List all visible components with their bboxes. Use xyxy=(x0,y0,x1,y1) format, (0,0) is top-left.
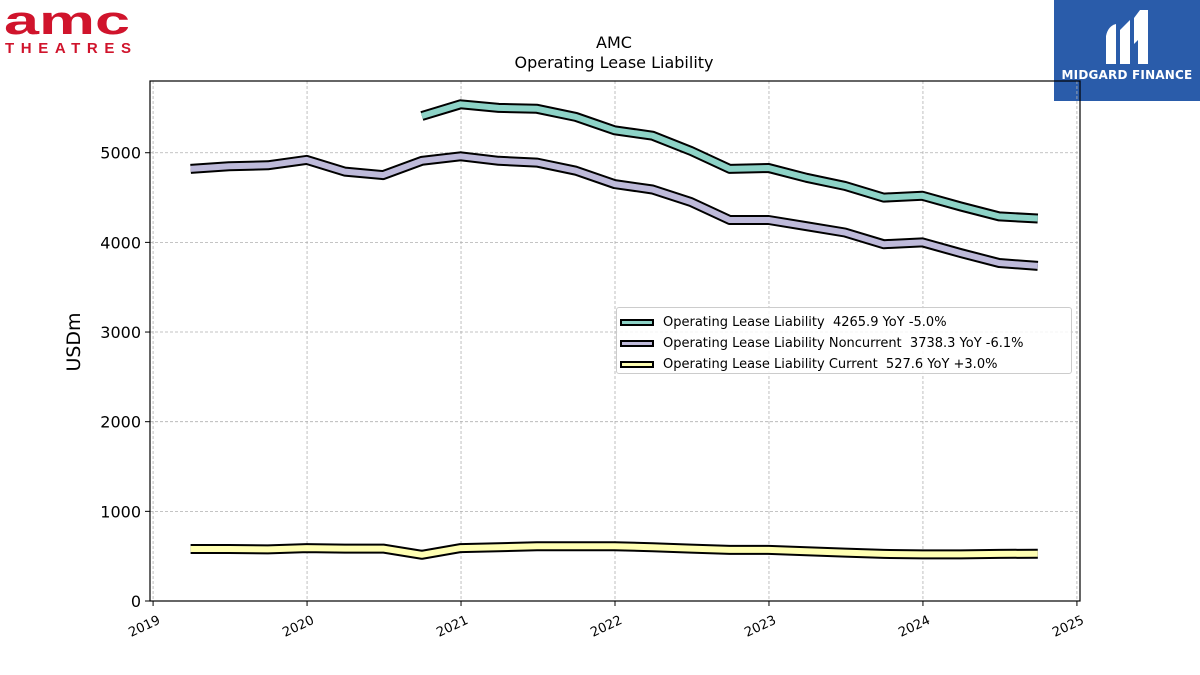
x-tick-label: 2024 xyxy=(896,613,932,641)
y-tick-label: 2000 xyxy=(100,413,141,432)
legend-label-current: Operating Lease Liability Current 527.6 … xyxy=(663,357,998,372)
x-tick-label: 2022 xyxy=(588,613,624,641)
legend-swatch-noncurrent xyxy=(620,340,654,347)
chart-subtitle: Operating Lease Liability xyxy=(514,53,713,72)
x-tick-layer: 2019 2020 2021 2022 2023 2024 2025 xyxy=(126,601,1087,641)
series-layer xyxy=(190,99,1039,560)
amc-logo-wordmark: amc xyxy=(4,4,130,43)
midgard-emblem-icon xyxy=(1106,10,1148,64)
x-tick-label: 2023 xyxy=(742,613,778,641)
chart-title: AMC xyxy=(596,33,632,52)
x-tick-label: 2021 xyxy=(434,613,470,641)
series-line-0 xyxy=(421,101,1038,222)
midgard-finance-logo: MIDGARD FINANCE xyxy=(1054,0,1200,101)
legend-label-noncurrent: Operating Lease Liability Noncurrent 373… xyxy=(663,336,1024,351)
legend-item-total: Operating Lease Liability 4265.9 YoY -5.… xyxy=(617,312,1071,333)
x-tick-label: 2020 xyxy=(280,613,316,641)
x-tick-label: 2019 xyxy=(126,613,162,641)
x-tick-label: 2025 xyxy=(1050,613,1086,641)
series-outline-1 xyxy=(190,151,1039,271)
y-tick-label: 5000 xyxy=(100,144,141,163)
y-tick-label: 4000 xyxy=(100,233,141,252)
y-tick-label: 1000 xyxy=(100,502,141,521)
chart-legend: Operating Lease Liability 4265.9 YoY -5.… xyxy=(616,307,1072,374)
amc-logo: amc THEATRES xyxy=(4,0,134,57)
legend-item-noncurrent: Operating Lease Liability Noncurrent 373… xyxy=(617,333,1071,354)
series-line-1 xyxy=(190,153,1039,269)
y-tick-layer: 0 1000 2000 3000 4000 5000 xyxy=(100,144,150,611)
legend-swatch-total xyxy=(620,319,654,326)
y-tick-label: 0 xyxy=(131,592,141,611)
legend-swatch-current xyxy=(620,361,654,368)
midgard-finance-label: MIDGARD FINANCE xyxy=(1061,68,1193,82)
legend-label-total: Operating Lease Liability 4265.9 YoY -5.… xyxy=(663,315,947,330)
y-tick-label: 3000 xyxy=(100,323,141,342)
legend-item-current: Operating Lease Liability Current 527.6 … xyxy=(617,354,1071,375)
series-line-2 xyxy=(190,543,1038,558)
y-axis-label: USDm xyxy=(63,312,85,371)
